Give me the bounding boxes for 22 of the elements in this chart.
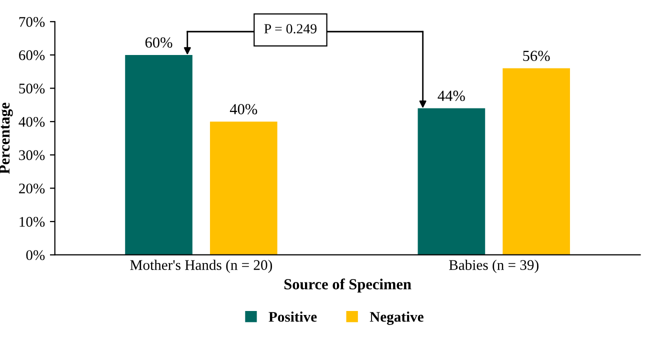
legend-label: Negative xyxy=(370,312,424,325)
y-tick-label: 50% xyxy=(19,84,45,94)
bar xyxy=(210,122,278,255)
data-label: 40% xyxy=(230,104,258,114)
x-tick-label: Mother's Hands (n = 20) xyxy=(130,260,272,273)
x-tick-label: Babies (n = 39) xyxy=(449,260,538,273)
data-label: 44% xyxy=(438,90,465,102)
data-label: 60% xyxy=(145,37,172,48)
y-tick-label: 70% xyxy=(19,16,45,27)
x-axis-title: Source of Specimen xyxy=(284,278,412,293)
y-tick-label: 0% xyxy=(26,250,45,260)
y-tick-label: 20% xyxy=(19,184,45,194)
bar xyxy=(502,68,570,255)
y-tick-label: 60% xyxy=(19,50,45,60)
y-tick-label: 10% xyxy=(20,216,45,227)
bar xyxy=(125,54,192,255)
bar xyxy=(418,108,486,255)
y-tick-label: 30% xyxy=(19,150,45,160)
annotation: P = 0.249 xyxy=(264,24,317,34)
data-label: 56% xyxy=(523,50,550,62)
y-tick-label: 40% xyxy=(18,116,45,127)
legend-label: Positive xyxy=(268,312,317,322)
